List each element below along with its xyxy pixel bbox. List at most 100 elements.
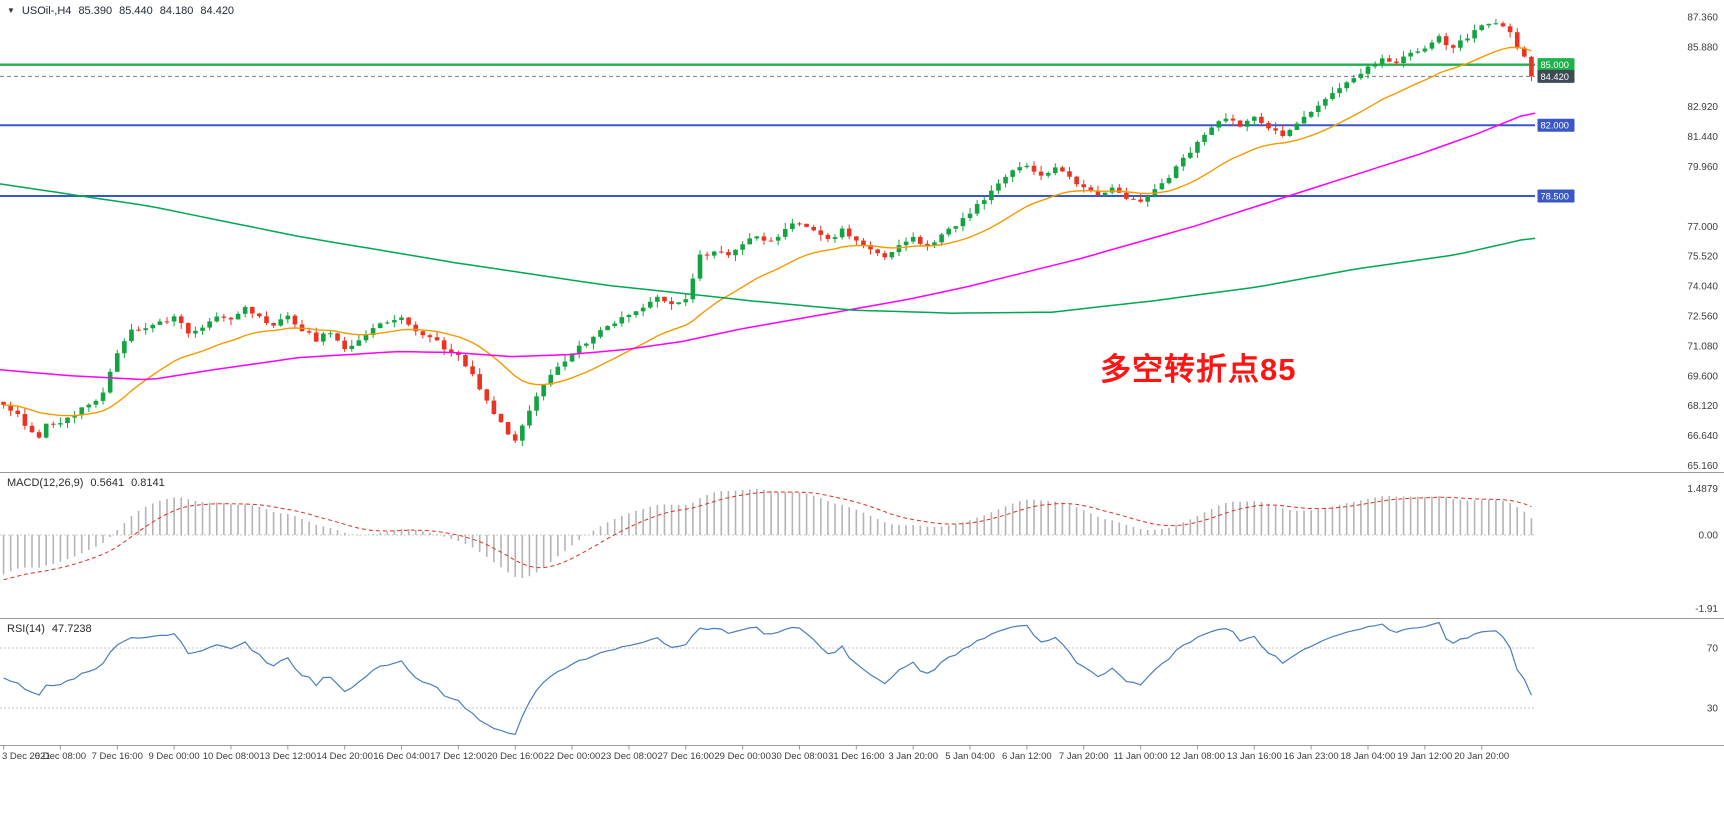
candle-body (839, 228, 845, 238)
candle-body (889, 252, 895, 258)
time-axis-label: 13 Dec 12:00 (260, 751, 317, 762)
time-axis-label: 7 Jan 20:00 (1059, 751, 1109, 762)
time-axis-label: 5 Jan 04:00 (945, 751, 995, 762)
candle-body (1102, 192, 1108, 196)
candle-body (484, 389, 490, 401)
candle-body (164, 321, 170, 323)
candle-body (93, 400, 99, 405)
candle-body (1514, 32, 1520, 48)
candle-body (214, 316, 220, 322)
symbol-label: USOil-,H4 (21, 5, 72, 17)
rsi-axis-tick: 70 (1707, 644, 1719, 655)
candle-body (974, 203, 980, 214)
candle-body (846, 228, 852, 237)
candle-body (470, 366, 475, 375)
candle-body (520, 425, 525, 441)
candle-body (36, 432, 42, 438)
price-badge-label: 78.500 (1541, 191, 1569, 201)
candle-body (79, 407, 85, 416)
candle-body (1522, 47, 1527, 57)
candle-body (207, 321, 212, 328)
candle-body (1124, 192, 1129, 199)
candle-body (406, 317, 411, 325)
candle-body (541, 384, 546, 397)
candle-body (420, 331, 426, 336)
candle-body (15, 410, 21, 415)
time-axis-label: 16 Dec 04:00 (373, 751, 430, 762)
candle-body (228, 317, 234, 320)
candle-body (697, 254, 703, 279)
candle-body (413, 324, 419, 332)
candle-body (669, 301, 674, 305)
candle-body (1230, 118, 1236, 121)
candle-body (726, 252, 731, 256)
price-axis-tick: 66.640 (1687, 431, 1718, 442)
candle-body (996, 183, 1001, 191)
candle-body (598, 330, 603, 337)
candle-body (1372, 63, 1378, 67)
candle-body (562, 361, 568, 367)
candle-body (448, 349, 454, 353)
macd-axis-tick: 1.4879 (1687, 484, 1718, 495)
candle-body (498, 413, 504, 423)
candle-body (733, 249, 738, 256)
candle-body (1145, 195, 1150, 202)
candle-body (1294, 123, 1300, 130)
candle-body (1095, 190, 1101, 196)
price-badge-85-000 (1537, 58, 1575, 72)
candle-body (1408, 52, 1413, 57)
candle-body (249, 306, 255, 314)
candle-body (1415, 51, 1421, 53)
candle-body (1273, 128, 1278, 131)
candle-body (1031, 165, 1037, 172)
candle-body (114, 353, 120, 372)
candle-body (967, 213, 973, 219)
candle-body (818, 230, 824, 235)
candle-body (804, 223, 809, 227)
rsi-name: RSI(14) (7, 623, 45, 635)
candle-body (1401, 56, 1406, 64)
candle-body (434, 337, 440, 341)
candle-body (1358, 73, 1364, 79)
candle-body (1024, 165, 1030, 168)
candle-body (1387, 58, 1392, 62)
price-axis-tick: 65.160 (1687, 461, 1718, 472)
candle-body (1251, 116, 1257, 121)
price-badge-label: 84.420 (1541, 72, 1569, 82)
candle-body (1323, 99, 1328, 106)
candle-body (1138, 199, 1143, 202)
candle-body (242, 306, 248, 314)
candle-body (1486, 23, 1492, 26)
candle-body (441, 340, 447, 350)
candle-body (825, 234, 831, 239)
candle-body (1237, 120, 1243, 127)
candle-body (1472, 30, 1477, 39)
candle-body (917, 236, 923, 244)
candle-body (946, 228, 952, 235)
candle-body (612, 323, 618, 326)
candle-body (1010, 170, 1015, 177)
candle-body (306, 331, 312, 333)
collapse-triangle-icon[interactable]: ▼ (7, 6, 15, 15)
candle-body (129, 329, 134, 342)
time-axis-label: 3 Jan 20:00 (888, 751, 938, 762)
candle-body (1116, 187, 1122, 193)
candle-body (797, 223, 802, 225)
time-axis-label: 20 Jan 20:00 (1454, 751, 1509, 762)
candle-body (235, 313, 241, 320)
candle-body (1109, 187, 1115, 193)
ohlc-close: 84.420 (200, 5, 235, 17)
candle-body (143, 328, 148, 331)
candle-body (193, 330, 198, 334)
time-axis-label: 13 Jan 16:00 (1227, 751, 1282, 762)
candle-body (1493, 23, 1499, 25)
rsi-value: 47.7238 (51, 623, 92, 635)
macd-main-value: 0.5641 (90, 477, 125, 489)
time-axis-label: 14 Dec 20:00 (316, 751, 373, 762)
candle-body (1443, 36, 1449, 46)
candle-body (768, 240, 774, 242)
candle-body (107, 371, 113, 393)
price-axis-tick: 82.920 (1687, 102, 1718, 113)
candle-body (1166, 177, 1172, 184)
